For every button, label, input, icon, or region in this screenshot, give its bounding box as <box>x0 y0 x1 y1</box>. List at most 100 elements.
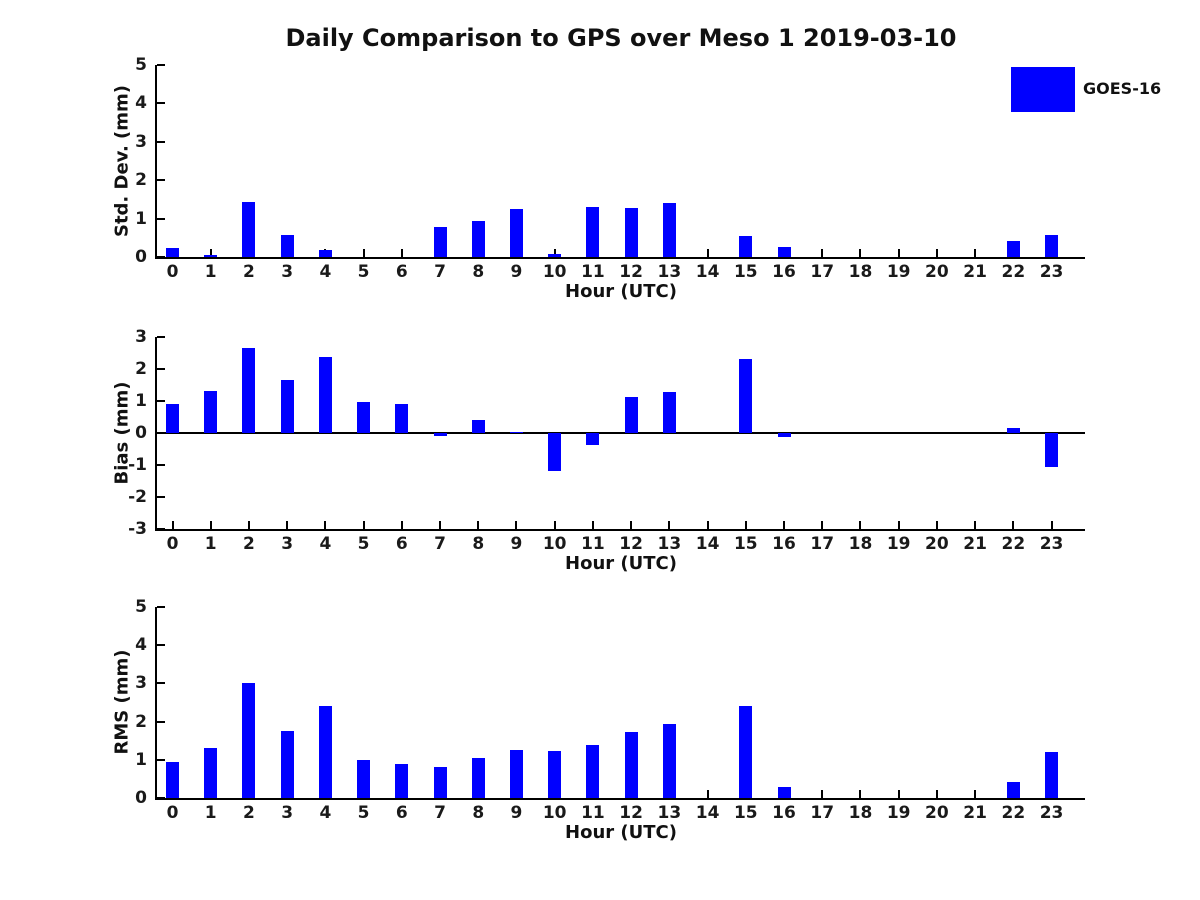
y-tick-label: 5 <box>135 597 147 617</box>
bar-hour-4 <box>318 356 332 433</box>
x-tick-label: 12 <box>619 803 643 823</box>
x-tick <box>515 521 518 529</box>
x-tick <box>783 521 786 529</box>
bar-hour-7 <box>433 433 447 437</box>
x-tick-label: 22 <box>1001 803 1026 823</box>
bar-hour-11 <box>586 207 600 257</box>
x-tick-label: 20 <box>925 803 949 823</box>
y-tick <box>157 140 165 143</box>
x-tick-label: 7 <box>434 803 446 823</box>
y-tick-label: 0 <box>135 788 147 808</box>
x-tick-label: 23 <box>1039 262 1064 282</box>
x-tick <box>821 521 824 529</box>
y-tick-label: 2 <box>135 711 147 732</box>
x-tick <box>974 249 977 257</box>
y-tick-label: 1 <box>135 208 147 229</box>
bar-hour-1 <box>204 747 218 798</box>
bar-hour-4 <box>318 250 332 257</box>
bar-hour-11 <box>586 744 600 798</box>
bar-hour-5 <box>357 759 371 798</box>
x-tick <box>974 790 977 798</box>
x-tick-label: 6 <box>395 534 408 554</box>
x-tick-label: 23 <box>1039 534 1064 554</box>
x-tick-label: 0 <box>166 803 179 823</box>
bar-hour-15 <box>739 235 753 257</box>
x-tick-label: 17 <box>810 262 835 282</box>
x-tick-label: 5 <box>357 803 370 823</box>
x-tick-label: 5 <box>357 262 370 282</box>
bar-hour-3 <box>280 731 294 798</box>
x-tick <box>706 521 709 529</box>
x-tick-label: 4 <box>319 262 332 282</box>
legend-swatch-goes16 <box>1011 67 1075 112</box>
x-tick <box>362 521 365 529</box>
bar-hour-13 <box>662 203 676 257</box>
x-tick-label: 2 <box>243 262 255 282</box>
y-tick-label: 1 <box>135 749 147 770</box>
x-tick-label: 15 <box>733 262 758 282</box>
y-tick <box>157 217 165 220</box>
x-tick-label: 7 <box>434 534 446 554</box>
bar-hour-23 <box>1045 752 1059 798</box>
x-tick-label: 19 <box>886 262 911 282</box>
x-tick-label: 10 <box>542 262 567 282</box>
x-tick <box>477 521 480 529</box>
y-axis-spine <box>155 65 157 259</box>
x-axis-label-bias: Hour (UTC) <box>565 553 677 574</box>
bar-hour-0 <box>166 248 179 257</box>
y-tick <box>157 797 165 799</box>
x-tick-label: 6 <box>395 803 408 823</box>
bar-hour-0 <box>166 761 179 798</box>
bar-hour-1 <box>204 255 218 257</box>
x-tick <box>209 249 212 257</box>
x-tick <box>630 521 633 529</box>
y-tick-label: -3 <box>128 519 147 539</box>
bar-hour-7 <box>433 227 447 257</box>
x-tick-label: 22 <box>1001 262 1026 282</box>
y-tick <box>157 528 165 530</box>
x-tick-label: 19 <box>886 534 911 554</box>
x-tick-label: 3 <box>281 534 294 554</box>
x-tick-label: 0 <box>166 262 179 282</box>
x-tick <box>897 249 900 257</box>
y-axis-spine <box>155 337 157 531</box>
x-tick-label: 11 <box>581 534 605 554</box>
x-axis-label-rms: Hour (UTC) <box>565 822 677 843</box>
y-tick <box>157 682 165 685</box>
y-tick-label: 5 <box>135 55 147 75</box>
x-tick-label: 18 <box>848 534 873 554</box>
y-tick-label: 0 <box>135 423 147 443</box>
y-tick-label: 2 <box>135 359 147 379</box>
x-tick-label: 16 <box>772 262 796 282</box>
y-tick <box>157 368 165 370</box>
x-tick-label: 8 <box>472 262 485 282</box>
bar-hour-12 <box>624 731 638 798</box>
x-tick <box>286 521 289 529</box>
bar-hour-8 <box>471 758 485 798</box>
x-tick-label: 2 <box>243 534 255 554</box>
x-tick-label: 11 <box>581 803 605 823</box>
x-tick <box>553 249 556 257</box>
bar-hour-4 <box>318 706 332 798</box>
y-tick <box>157 496 165 498</box>
bar-hour-0 <box>166 403 179 433</box>
bar-hour-15 <box>739 358 753 433</box>
x-tick-label: 6 <box>395 262 408 282</box>
x-tick <box>171 521 174 529</box>
x-tick-label: 20 <box>925 534 949 554</box>
x-tick-label: 21 <box>963 803 987 823</box>
bar-hour-5 <box>357 401 371 433</box>
x-axis-label-stddev: Hour (UTC) <box>565 281 677 302</box>
x-tick <box>821 249 824 257</box>
x-tick-label: 22 <box>1001 534 1026 554</box>
bar-hour-6 <box>395 763 409 798</box>
bar-hour-3 <box>280 379 294 433</box>
bar-hour-23 <box>1045 433 1059 467</box>
y-tick <box>157 400 165 402</box>
x-tick-label: 8 <box>472 534 485 554</box>
x-tick-label: 20 <box>925 262 949 282</box>
figure-title: Daily Comparison to GPS over Meso 1 2019… <box>285 24 957 52</box>
bar-hour-2 <box>242 202 256 257</box>
x-tick <box>1012 521 1015 529</box>
